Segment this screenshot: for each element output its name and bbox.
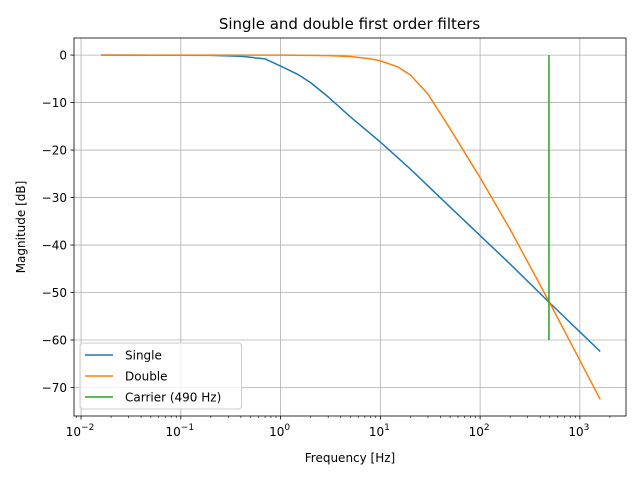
- legend-box: [79, 342, 242, 410]
- legend-label: Single: [125, 348, 162, 362]
- series-line-double: [101, 54, 601, 400]
- legend: Single Double Carrier (490 Hz): [79, 342, 242, 410]
- y-tick-label: −40: [42, 238, 67, 252]
- y-tick-label: −70: [42, 381, 67, 395]
- x-tick-base: 10: [269, 425, 284, 439]
- x-tick-label: 103: [568, 423, 589, 439]
- y-tick-label: −20: [42, 143, 67, 157]
- x-tick-exponent: 3: [584, 423, 590, 433]
- x-tick-exponent: −1: [181, 423, 194, 433]
- y-tick-label: −60: [42, 333, 67, 347]
- x-tick-label: 102: [469, 423, 490, 439]
- grid: [74, 38, 626, 416]
- y-tick-label: 0: [59, 48, 67, 62]
- x-tick-exponent: 2: [484, 423, 490, 433]
- x-tick-label: 100: [269, 423, 290, 439]
- legend-label: Double: [125, 369, 168, 383]
- y-tick-label: −30: [42, 191, 67, 205]
- x-tick-exponent: −2: [81, 423, 94, 433]
- chart-title: Single and double first order filters: [219, 15, 480, 33]
- x-tick-label: 101: [369, 423, 390, 439]
- legend-label: Carrier (490 Hz): [125, 390, 221, 404]
- x-tick-base: 10: [568, 425, 583, 439]
- x-tick-base: 10: [369, 425, 384, 439]
- x-tick-base: 10: [469, 425, 484, 439]
- y-tick-label: −50: [42, 286, 67, 300]
- series-layer: [101, 54, 601, 400]
- x-tick-label: 10−1: [166, 423, 195, 439]
- y-tick-label: −10: [42, 96, 67, 110]
- x-tick-exponent: 0: [284, 423, 290, 433]
- y-axis-label: Magnitude [dB]: [14, 181, 28, 274]
- x-tick-exponent: 1: [384, 423, 390, 433]
- x-tick-base: 10: [166, 425, 181, 439]
- x-tick-label: 10−2: [66, 423, 95, 439]
- ticks: 10−2 10−1 100 101 102 1030−10−20−30−40−50−60−…: [42, 48, 611, 439]
- plot-frame: [73, 37, 627, 417]
- x-tick-base: 10: [66, 425, 81, 439]
- x-axis-label: Frequency [Hz]: [305, 451, 396, 465]
